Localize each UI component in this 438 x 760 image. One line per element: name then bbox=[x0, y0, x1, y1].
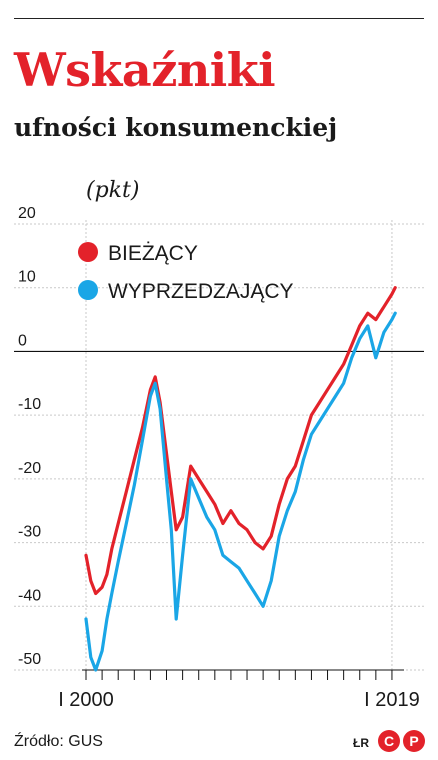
y-tick-label: 20 bbox=[18, 205, 36, 222]
svg-text:P: P bbox=[409, 733, 418, 749]
source-note: Źródło: GUS bbox=[14, 733, 103, 750]
series-line-biezacy bbox=[84, 286, 397, 596]
cp-logo-icon: C P bbox=[378, 730, 425, 752]
y-tick-label: -10 bbox=[18, 396, 41, 413]
x-tick-label: I 2000 bbox=[58, 689, 114, 711]
chart-subtitle: ufności konsumenckiej bbox=[14, 113, 338, 142]
legend-swatch-icon bbox=[78, 280, 98, 300]
y-tick-label: -20 bbox=[18, 460, 41, 477]
y-tick-label: 0 bbox=[18, 332, 27, 349]
legend-swatch-icon bbox=[78, 242, 98, 262]
y-tick-label: -30 bbox=[18, 524, 41, 541]
x-tick-label: I 2019 bbox=[364, 689, 420, 711]
author-initials: ŁR bbox=[353, 736, 369, 750]
series-line-wyprzedzajacy bbox=[84, 311, 397, 672]
top-rule bbox=[14, 18, 424, 19]
y-tick-label: 10 bbox=[18, 269, 36, 286]
svg-text:C: C bbox=[384, 733, 394, 749]
y-tick-label: -50 bbox=[18, 651, 41, 668]
legend-label: WYPRZEDZAJĄCY bbox=[108, 280, 294, 303]
legend-label: BIEŻĄCY bbox=[108, 242, 198, 265]
chart-title: Wskaźniki bbox=[14, 43, 276, 97]
unit-label: (pkt) bbox=[86, 178, 140, 203]
y-tick-label: -40 bbox=[18, 587, 41, 604]
